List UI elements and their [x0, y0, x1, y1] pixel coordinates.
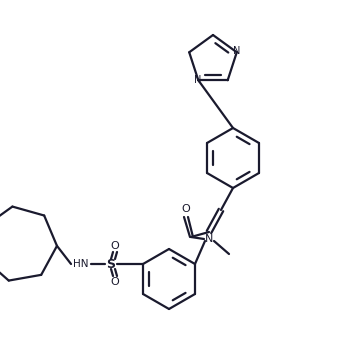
Text: N: N — [205, 234, 213, 244]
Text: N: N — [233, 46, 241, 56]
Text: O: O — [182, 204, 190, 214]
Text: S: S — [107, 257, 116, 270]
Text: N: N — [194, 75, 201, 85]
Text: O: O — [111, 277, 120, 287]
Text: O: O — [111, 241, 120, 251]
Text: HN: HN — [73, 259, 89, 269]
